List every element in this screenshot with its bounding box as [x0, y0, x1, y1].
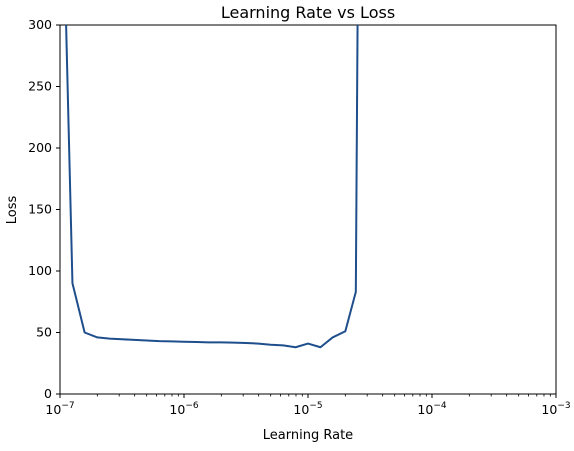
- x-axis-label: Learning Rate: [263, 428, 353, 443]
- y-tick-label: 50: [36, 325, 52, 340]
- x-tick-exponent: −5: [309, 401, 322, 411]
- x-tick-label: 10−3: [541, 401, 570, 417]
- y-tick-label: 200: [28, 140, 52, 155]
- x-tick-label: 10−6: [169, 401, 198, 417]
- y-tick-label: 100: [28, 263, 52, 278]
- series-line: [65, 25, 359, 349]
- plot-area-frame: [59, 24, 557, 395]
- x-tick-label: 10−7: [45, 401, 74, 417]
- y-tick-label: 150: [28, 202, 52, 217]
- x-axis: 10−7 10−6 10−5 10−4 10−3: [45, 394, 571, 417]
- chart-title: Learning Rate vs Loss: [221, 3, 395, 22]
- x-tick-exponent: −3: [557, 401, 570, 411]
- x-tick-exponent: −4: [433, 401, 447, 411]
- y-axis-label: Loss: [5, 196, 20, 225]
- x-tick-label: 10−5: [293, 401, 322, 417]
- x-tick-exponent: −6: [185, 401, 199, 411]
- y-tick-label: 0: [44, 386, 52, 401]
- y-tick-label: 250: [28, 79, 52, 94]
- x-tick-label: 10−4: [417, 401, 446, 417]
- y-axis: 0 50 100 150 200 250 300: [28, 17, 60, 401]
- y-tick-label: 300: [28, 17, 52, 32]
- x-tick-exponent: −7: [61, 401, 74, 411]
